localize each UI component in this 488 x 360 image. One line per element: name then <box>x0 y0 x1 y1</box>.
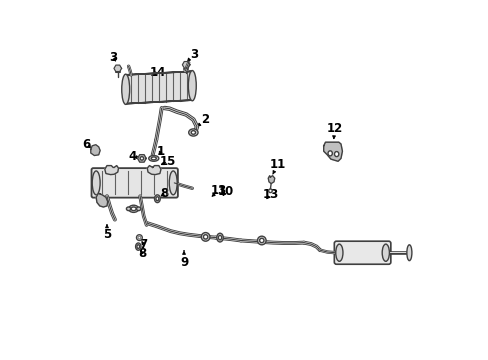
Ellipse shape <box>216 233 223 242</box>
Ellipse shape <box>138 236 141 239</box>
Ellipse shape <box>135 243 141 250</box>
Ellipse shape <box>203 235 207 239</box>
Text: 14: 14 <box>149 66 165 78</box>
Text: 7: 7 <box>140 238 147 251</box>
Text: 15: 15 <box>160 155 176 168</box>
Ellipse shape <box>92 171 100 195</box>
Ellipse shape <box>257 236 265 245</box>
Polygon shape <box>91 145 100 156</box>
Text: 4: 4 <box>128 150 139 163</box>
Ellipse shape <box>406 245 411 261</box>
Ellipse shape <box>122 74 129 104</box>
Ellipse shape <box>151 157 156 160</box>
Ellipse shape <box>126 207 130 211</box>
Text: 9: 9 <box>180 251 188 269</box>
Text: 13: 13 <box>210 184 226 197</box>
Ellipse shape <box>335 244 342 261</box>
Text: 2: 2 <box>198 113 209 126</box>
Ellipse shape <box>136 207 141 211</box>
Polygon shape <box>147 166 161 175</box>
Ellipse shape <box>188 129 198 136</box>
Polygon shape <box>114 65 122 72</box>
Text: 12: 12 <box>325 122 342 139</box>
Polygon shape <box>182 62 189 68</box>
Ellipse shape <box>154 195 160 203</box>
Text: 11: 11 <box>269 158 285 174</box>
FancyBboxPatch shape <box>334 241 390 264</box>
Ellipse shape <box>169 171 177 195</box>
Text: 3: 3 <box>187 48 198 62</box>
Ellipse shape <box>140 157 143 160</box>
Polygon shape <box>96 194 107 207</box>
Ellipse shape <box>156 197 159 201</box>
Ellipse shape <box>259 238 264 243</box>
FancyBboxPatch shape <box>91 168 178 198</box>
Ellipse shape <box>128 205 139 212</box>
Polygon shape <box>104 166 118 175</box>
Ellipse shape <box>137 245 140 248</box>
Ellipse shape <box>268 189 272 193</box>
Text: 6: 6 <box>82 138 91 150</box>
Text: 5: 5 <box>102 225 111 241</box>
Ellipse shape <box>218 235 221 240</box>
Polygon shape <box>268 176 274 184</box>
Polygon shape <box>137 155 146 162</box>
Ellipse shape <box>136 235 142 240</box>
Ellipse shape <box>191 131 195 134</box>
Polygon shape <box>125 71 192 104</box>
Ellipse shape <box>148 156 159 161</box>
Ellipse shape <box>382 244 388 261</box>
Ellipse shape <box>201 233 209 241</box>
Ellipse shape <box>188 71 196 101</box>
Text: 10: 10 <box>217 185 233 198</box>
Ellipse shape <box>334 152 338 157</box>
Text: 1: 1 <box>157 145 165 158</box>
Text: 8: 8 <box>138 247 146 260</box>
Text: 13: 13 <box>262 188 278 201</box>
Ellipse shape <box>131 207 136 211</box>
Polygon shape <box>323 142 342 161</box>
Text: 8: 8 <box>160 187 168 200</box>
Ellipse shape <box>327 151 332 156</box>
Text: 3: 3 <box>109 51 117 64</box>
